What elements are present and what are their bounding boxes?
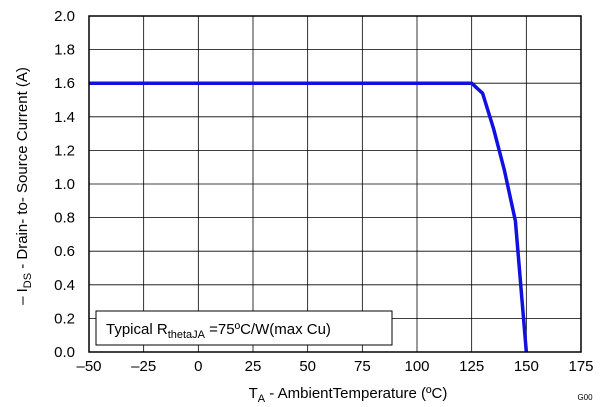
- y-tick-label: 1.4: [54, 109, 75, 126]
- figure-code: G00: [577, 393, 593, 402]
- y-tick-label: 1.6: [54, 75, 75, 92]
- x-tick-label: 0: [194, 358, 202, 375]
- x-tick-labels: –50 –25 0 25 50 75 100 125 150 175: [76, 358, 593, 375]
- x-tick-label: 175: [568, 358, 593, 375]
- x-tick-label: –25: [131, 358, 156, 375]
- y-axis-label: – IDS - Drain- to- Source Current (A): [14, 67, 34, 305]
- x-tick-label: –50: [76, 358, 101, 375]
- x-tick-label: 150: [514, 358, 539, 375]
- y-tick-label: 0.4: [54, 277, 75, 294]
- y-tick-label: 0.8: [54, 210, 75, 227]
- y-tick-label: 1.8: [54, 42, 75, 59]
- x-tick-label: 50: [299, 358, 316, 375]
- y-tick-label: 0.0: [54, 344, 75, 361]
- x-tick-label: 125: [459, 358, 484, 375]
- y-tick-label: 2.0: [54, 8, 75, 25]
- y-tick-labels: 0.0 0.2 0.4 0.6 0.8 1.0 1.2 1.4 1.6 1.8 2.0: [54, 8, 75, 361]
- x-tick-label: 25: [245, 358, 262, 375]
- y-tick-label: 0.6: [54, 243, 75, 260]
- y-tick-label: 1.0: [54, 176, 75, 193]
- y-tick-label: 0.2: [54, 310, 75, 327]
- x-tick-label: 75: [354, 358, 371, 375]
- x-tick-label: 100: [404, 358, 429, 375]
- x-axis-label: TA - AmbientTemperature (ºC): [249, 385, 448, 405]
- y-tick-label: 1.2: [54, 142, 75, 159]
